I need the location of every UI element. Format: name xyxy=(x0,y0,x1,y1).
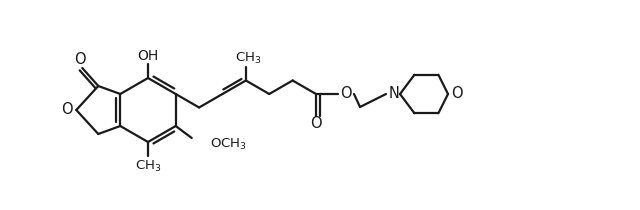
Text: CH$_3$: CH$_3$ xyxy=(135,159,161,173)
Text: O: O xyxy=(340,85,352,101)
Text: O: O xyxy=(310,117,322,131)
Text: CH$_3$: CH$_3$ xyxy=(235,50,261,66)
Text: O: O xyxy=(61,102,73,118)
Text: OH: OH xyxy=(138,49,159,63)
Text: OCH$_3$: OCH$_3$ xyxy=(210,136,246,152)
Text: N: N xyxy=(388,85,399,101)
Text: O: O xyxy=(451,87,463,101)
Text: O: O xyxy=(74,51,86,67)
